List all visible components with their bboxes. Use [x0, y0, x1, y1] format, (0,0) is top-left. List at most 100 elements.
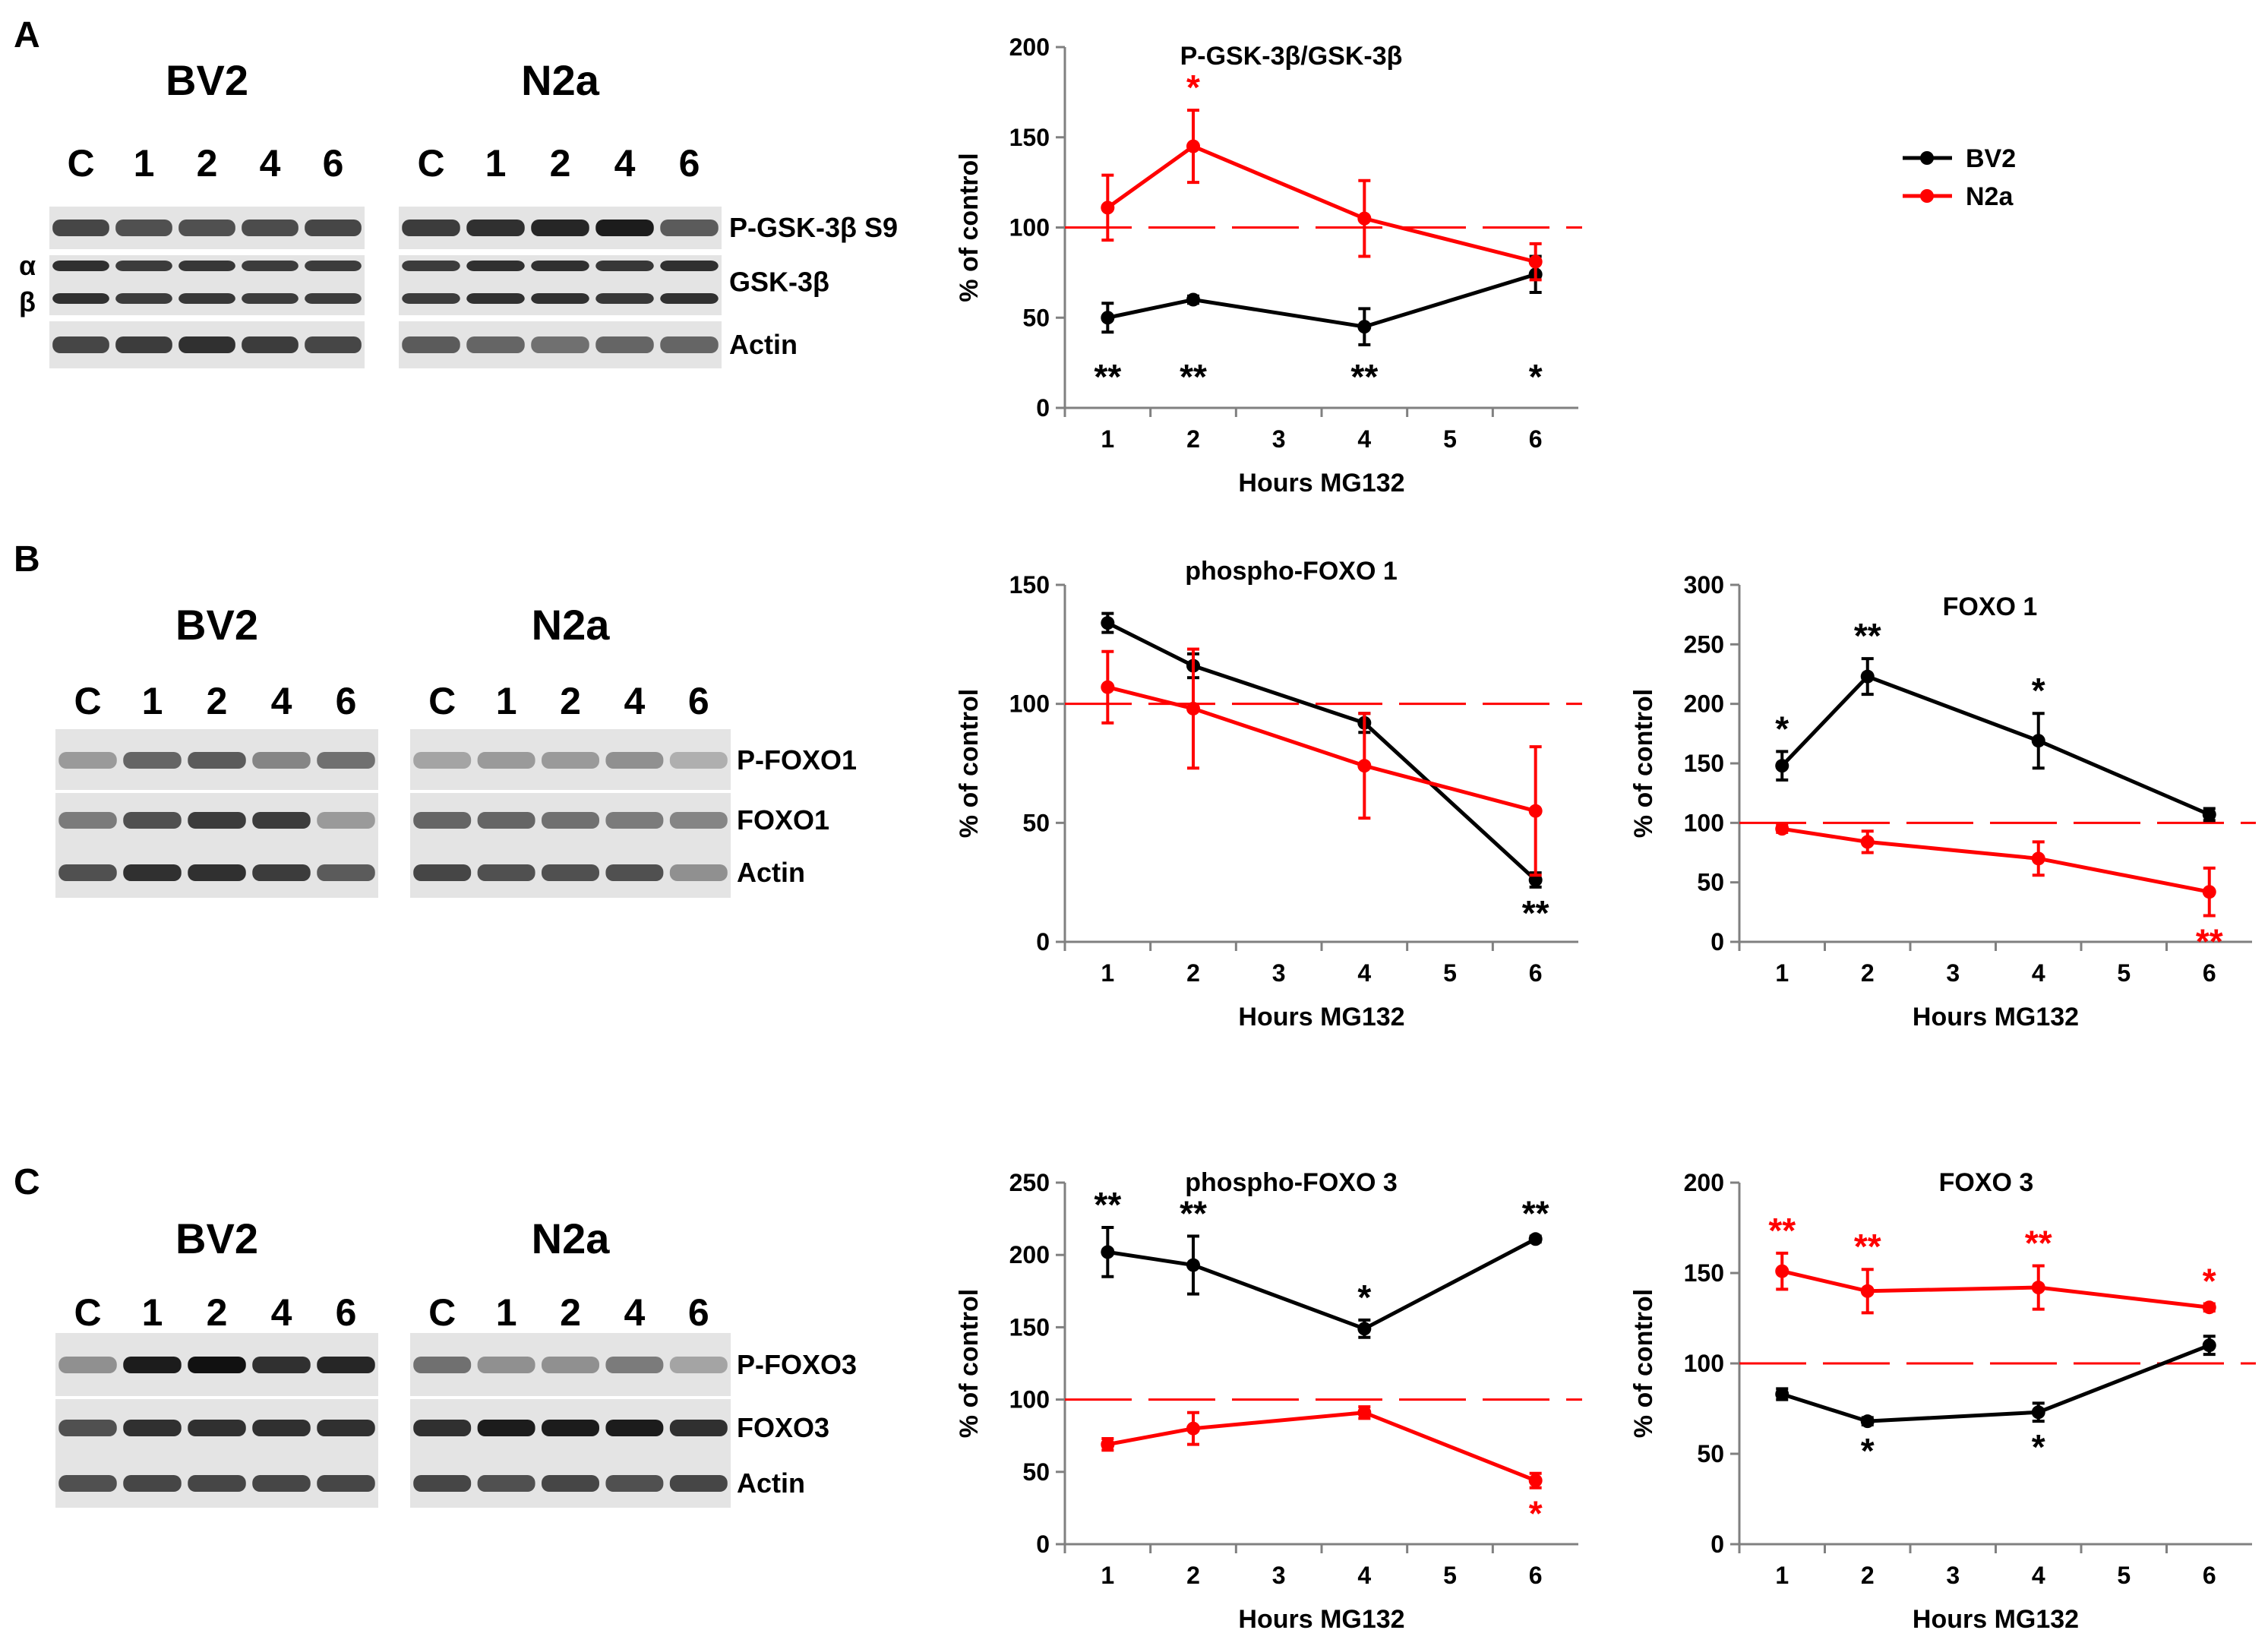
blot-band [669, 752, 728, 769]
panel-letter-b: B [14, 539, 40, 580]
data-point [2202, 807, 2216, 822]
chart-title: FOXO 3 [1939, 1168, 2034, 1197]
lane-label: 4 [624, 1291, 645, 1334]
blot-band [477, 1475, 535, 1492]
data-point [1528, 804, 1543, 818]
data-point [1775, 759, 1789, 773]
y-tick-label: 300 [1684, 571, 1724, 599]
isoform-label-beta: β [19, 286, 36, 317]
blot-group-n2a: N2a C 1 2 4 6 [410, 1215, 731, 1508]
y-tick-label: 0 [1710, 1531, 1724, 1558]
y-tick-label: 50 [1022, 809, 1050, 836]
blot-band [477, 864, 535, 881]
blot-band [669, 1420, 728, 1436]
blot-band [58, 752, 117, 769]
data-point [1357, 1405, 1372, 1420]
data-point [2031, 1405, 2045, 1420]
lane-label: 4 [624, 680, 645, 722]
series-line-bv2 [1780, 674, 2210, 817]
blot-band [477, 1357, 535, 1373]
blot-band [252, 1420, 311, 1436]
data-point [1186, 701, 1200, 716]
blot-band [115, 293, 172, 304]
blot-band [305, 293, 362, 304]
lane-label: 4 [260, 142, 281, 185]
blot-band [466, 336, 525, 353]
blot-band [605, 752, 664, 769]
y-axis-title: % of control [955, 153, 984, 302]
blot-band [188, 752, 246, 769]
y-tick-label: 100 [1684, 1350, 1724, 1377]
data-point [2031, 1281, 2045, 1295]
band-label: Actin [729, 329, 798, 360]
data-point [1186, 1421, 1200, 1436]
chart-pfoxo1: 0 50 100 150 1 2 3 4 5 6 Hours MG132 % of control ph… [955, 557, 1582, 1031]
blot-band [531, 293, 589, 304]
blot-band [669, 864, 728, 881]
lane-label: C [428, 680, 456, 722]
blot-band [660, 261, 719, 271]
blot-band [466, 293, 525, 304]
blot-band [115, 261, 172, 271]
data-point [1186, 1258, 1200, 1272]
x-axis-title: Hours MG132 [1238, 1003, 1404, 1031]
blot-band [58, 1357, 117, 1373]
x-tick-label: 6 [1529, 1562, 1543, 1589]
y-tick-label: 200 [1009, 1241, 1050, 1268]
lane-label: C [67, 142, 94, 185]
blot-band [402, 293, 460, 304]
x-tick-label: 5 [1443, 959, 1457, 987]
data-point [1186, 292, 1200, 307]
y-tick-label: 150 [1009, 571, 1050, 599]
lane-label: 4 [614, 142, 636, 185]
blot-band [178, 336, 235, 353]
x-tick-label: 6 [1529, 425, 1543, 453]
blot-band [542, 812, 599, 829]
significance-marker: ** [1350, 357, 1378, 396]
blot-band [58, 864, 117, 881]
blot-band [413, 1420, 472, 1436]
band-label: Actin [737, 857, 805, 888]
lane-label: 1 [496, 680, 517, 722]
series-line-n2a [1107, 1410, 1537, 1483]
blot-band [115, 336, 172, 353]
x-tick-label: 5 [2117, 1562, 2131, 1589]
y-tick-label: 150 [1009, 1313, 1050, 1341]
series-line-bv2 [1107, 621, 1537, 882]
lane-label: 1 [142, 680, 163, 722]
x-tick-label: 1 [1101, 1562, 1114, 1589]
blot-band [542, 752, 599, 769]
y-axis-title: % of control [1629, 689, 1658, 838]
lane-label: 6 [679, 142, 700, 185]
blot-band [317, 1420, 375, 1436]
significance-marker: ** [1522, 893, 1549, 933]
significance-marker: * [2203, 1261, 2216, 1300]
blot-strip-background [410, 729, 731, 790]
blot-band [402, 220, 460, 236]
blot-band [605, 1357, 664, 1373]
x-tick-label: 5 [2117, 959, 2131, 987]
lane-label: 1 [134, 142, 155, 185]
blot-band [252, 1475, 311, 1492]
blot-band [466, 220, 525, 236]
lane-label: 6 [688, 1291, 709, 1334]
y-axis-title: % of control [955, 1289, 984, 1438]
data-point [1775, 1387, 1789, 1401]
blot-band [595, 261, 654, 271]
significance-marker: ** [1522, 1193, 1549, 1233]
blot-band [52, 220, 109, 236]
chart-title: FOXO 1 [1943, 592, 2038, 621]
series-bv2: ******* [1094, 254, 1543, 396]
lane-label: 6 [336, 680, 357, 722]
y-tick-label: 150 [1684, 750, 1724, 777]
series-line-bv2 [1107, 1237, 1537, 1332]
data-point [2031, 734, 2045, 748]
y-tick-label: 0 [1036, 928, 1050, 956]
blot-band [58, 1420, 117, 1436]
blot-group-bv2: BV2 C 1 2 4 6 [55, 1215, 378, 1508]
blot-band [413, 752, 472, 769]
x-tick-label: 2 [1861, 1562, 1875, 1589]
data-point [1101, 1437, 1115, 1452]
series-line-bv2 [1107, 272, 1537, 329]
blot-group-n2a: N2a C 1 2 4 6 [399, 56, 722, 368]
